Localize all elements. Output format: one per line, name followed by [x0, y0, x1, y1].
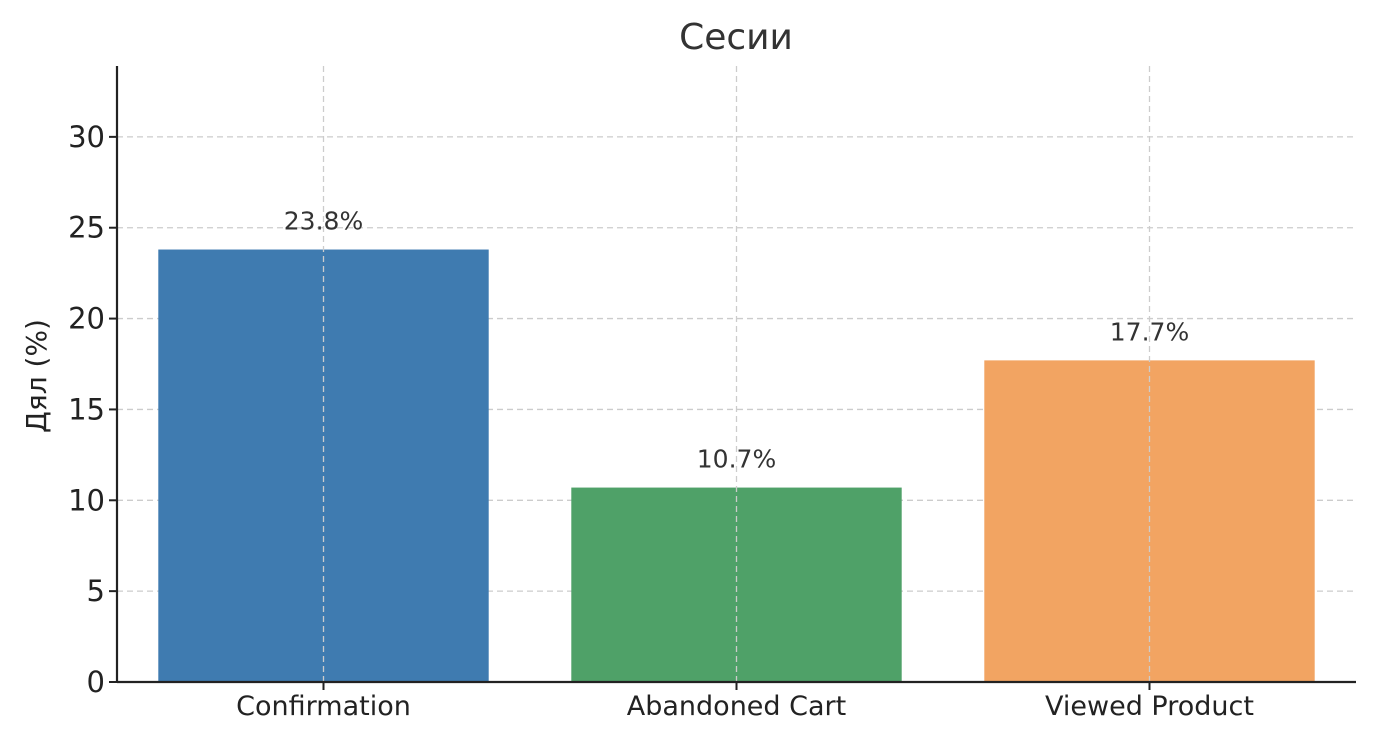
- x-tick-label: Viewed Product: [1045, 691, 1254, 722]
- data-label: 23.8%: [284, 207, 363, 236]
- y-tick-label: 0: [87, 665, 105, 699]
- data-label: 17.7%: [1110, 317, 1189, 346]
- vertical-grid-lines: [322, 66, 1151, 682]
- y-tick-label: 10: [68, 483, 105, 517]
- y-tick-label: 30: [68, 120, 105, 154]
- y-tick-label: 15: [68, 392, 105, 426]
- labels: 0 5 10 15 20 25 30 23.8% 10.7% 17.7% Confirmation A…: [68, 120, 1254, 722]
- axes: [109, 66, 1356, 690]
- y-tick-label: 5: [87, 574, 105, 608]
- data-label: 10.7%: [697, 445, 776, 474]
- y-tick-label: 20: [68, 302, 105, 336]
- x-tick-label: Abandoned Cart: [627, 691, 846, 722]
- x-tick-label: Confirmation: [236, 691, 411, 722]
- chart-title: Сесии: [679, 17, 793, 58]
- y-tick-label: 25: [68, 211, 105, 245]
- y-axis-label: Дял (%): [20, 319, 53, 433]
